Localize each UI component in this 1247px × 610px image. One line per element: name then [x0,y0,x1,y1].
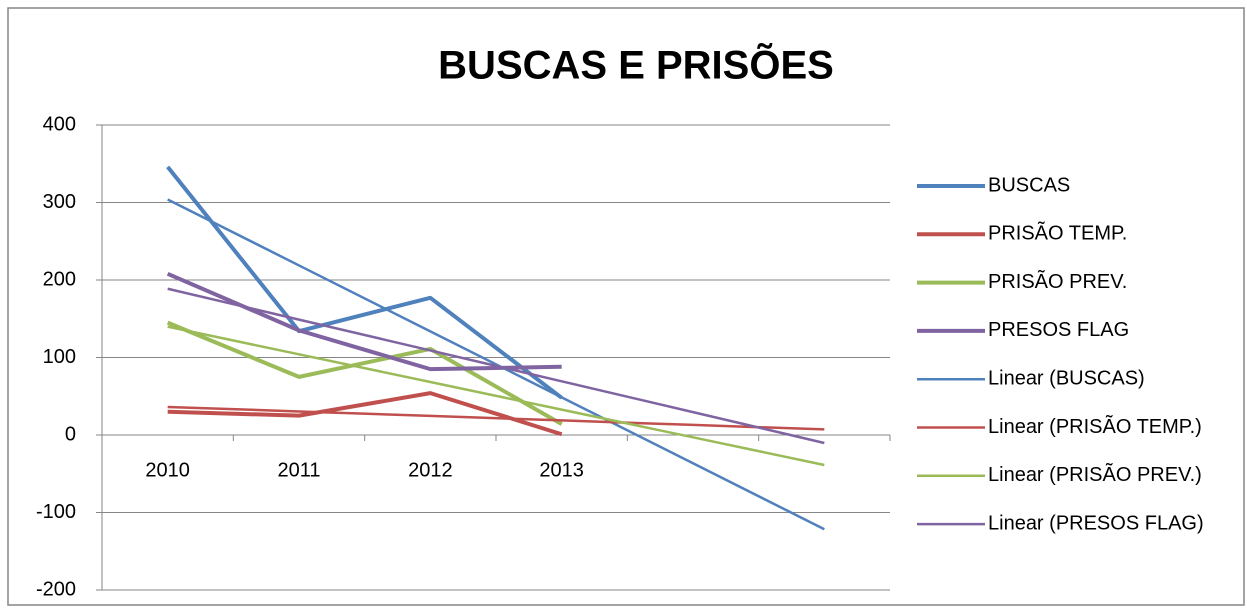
legend-label: PRISÃO PREV. [988,269,1127,293]
y-tick-label: -200 [36,578,76,600]
series-line [167,287,825,445]
series-line [166,271,562,372]
x-tick-label: 2012 [408,459,453,481]
y-tick-label: 200 [43,268,76,290]
x-tick-label: 2013 [539,459,584,481]
x-tick-label: 2010 [145,459,190,481]
y-tick-label: -100 [36,501,76,523]
series-line [166,165,563,400]
y-tick-label: 300 [43,191,76,213]
series-line [167,391,563,437]
series-line [167,198,825,531]
series-line [166,320,563,426]
x-tick-label: 2011 [277,459,320,481]
legend-label: BUSCAS [988,174,1070,196]
series-line [167,325,825,467]
legend-label: Linear (PRISÃO PREV.) [988,462,1202,486]
chart-title: BUSCAS E PRISÕES [438,42,834,88]
legend-label: PRESOS FLAG [988,319,1129,341]
legend-label: PRISÃO TEMP. [988,221,1127,245]
legend-label: Linear (BUSCAS) [988,367,1145,389]
y-tick-label: 400 [43,113,76,135]
legend-label: Linear (PRESOS FLAG) [988,512,1204,534]
y-tick-label: 100 [43,346,76,368]
chart-border [7,7,1245,606]
legend-label: Linear (PRISÃO TEMP.) [988,414,1202,438]
series-line [167,405,825,431]
y-tick-label: 0 [65,423,76,445]
